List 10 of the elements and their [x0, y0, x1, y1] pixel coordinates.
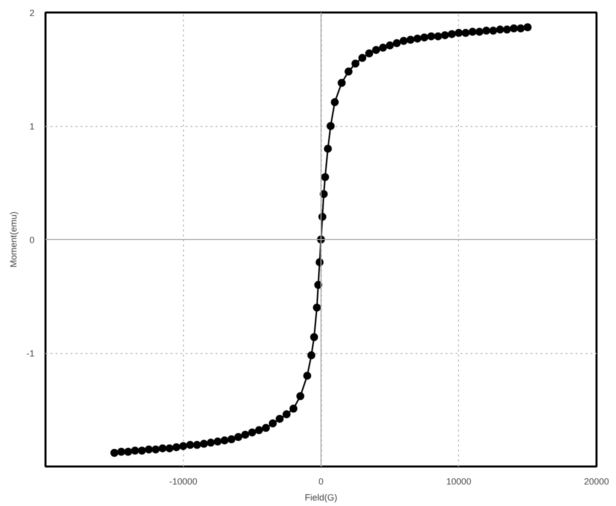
x-axis-title: Field(G): [304, 492, 338, 502]
y-axis-title: Moment(emu): [8, 211, 18, 268]
y-tick-label: 2: [29, 8, 35, 18]
x-tick-label: 10000: [446, 476, 472, 486]
y-tick-label: -1: [26, 348, 35, 358]
x-tick-label: -10000: [169, 476, 198, 486]
x-tick-label: 0: [318, 476, 324, 486]
y-tick-label: 1: [29, 122, 35, 132]
x-tick-label: 20000: [584, 476, 610, 486]
y-tick-label: 0: [29, 235, 35, 245]
